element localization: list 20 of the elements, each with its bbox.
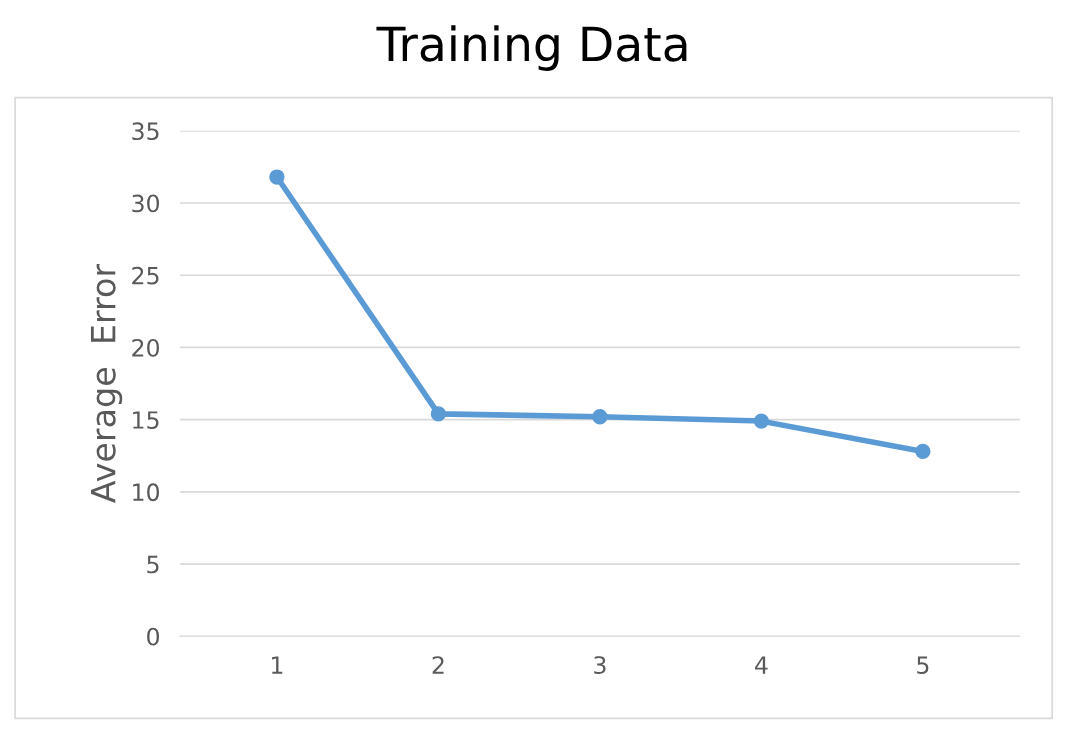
x-tick-label: 4	[755, 656, 768, 674]
y-axis-title: Average Error	[90, 263, 123, 503]
y-tick-label: 5	[147, 555, 159, 574]
y-tick-label: 35	[132, 122, 159, 141]
point	[915, 443, 931, 460]
y-tick-label: 20	[132, 338, 160, 357]
chart-title: Training Data	[376, 25, 687, 71]
x-tick-label: 2	[432, 656, 444, 674]
point	[592, 409, 608, 425]
y-tick-label: 10	[133, 483, 160, 502]
y-tick-label: 25	[132, 266, 159, 285]
y-tick-label: 30	[132, 194, 160, 213]
point	[430, 406, 447, 422]
point	[753, 413, 770, 429]
y-tick-label: 15	[133, 411, 159, 429]
x-tick-label: 5	[917, 656, 929, 674]
x-tick-label: 3	[594, 656, 606, 674]
y-tick-label: 0	[147, 627, 160, 646]
point	[269, 169, 285, 185]
x-tick-label: 1	[272, 656, 283, 674]
